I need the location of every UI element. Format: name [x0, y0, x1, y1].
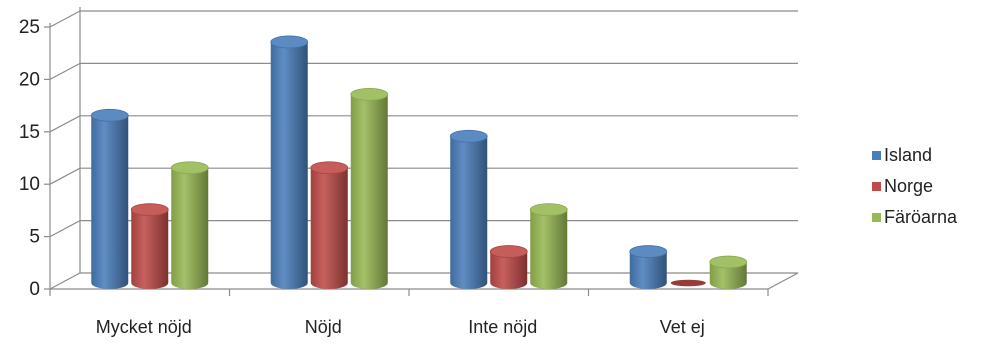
bar-top	[310, 161, 349, 175]
bar-flat	[670, 279, 706, 287]
y-tick-label: 5	[29, 227, 40, 248]
legend-swatch	[872, 213, 881, 222]
legend-entry: Island	[872, 145, 932, 165]
y-tick-label: 20	[19, 69, 40, 90]
bar-top	[350, 87, 389, 101]
bar	[310, 161, 349, 289]
bar	[670, 279, 706, 287]
legend-swatch	[872, 182, 881, 191]
chart-floor	[49, 272, 799, 290]
bar-body	[350, 94, 388, 289]
gridlines	[49, 10, 798, 238]
bar-body	[629, 251, 667, 289]
bar-top	[529, 203, 568, 217]
bar-body	[131, 209, 169, 289]
category-label: Vet ej	[660, 317, 705, 337]
gridline-side	[49, 10, 81, 28]
bar-body	[171, 167, 209, 289]
legend: Island Norge Färöarna	[872, 145, 958, 227]
y-tick-label: 0	[29, 279, 40, 300]
bar	[709, 255, 748, 289]
x-axis-categories: Mycket nöjd Nöjd Inte nöjd Vet ej	[49, 289, 769, 337]
category-label: Nöjd	[305, 317, 342, 337]
bar-body	[530, 209, 568, 289]
bar-top	[270, 35, 309, 49]
gridline-side	[49, 115, 81, 133]
bar	[270, 35, 309, 290]
legend-entry: Norge	[872, 176, 933, 196]
bar	[90, 108, 129, 289]
bar	[350, 87, 389, 289]
gridline-side	[49, 62, 81, 80]
legend-entry: Färöarna	[872, 207, 958, 227]
bar	[629, 245, 668, 289]
bar-top	[130, 203, 169, 217]
gridline-side	[49, 167, 81, 185]
y-tick-label: 15	[19, 122, 40, 143]
bar-top	[709, 255, 748, 269]
legend-label: Färöarna	[884, 207, 958, 227]
bar-body	[450, 136, 488, 289]
bar-top	[489, 245, 528, 258]
legend-label: Norge	[884, 176, 933, 196]
bar	[130, 203, 169, 289]
bar-top	[90, 108, 129, 122]
bars	[90, 35, 748, 290]
y-tick-label: 10	[19, 174, 40, 195]
y-axis-ticks: 0 5 10 15 20 25	[19, 17, 50, 300]
bar-body	[490, 251, 528, 289]
bar	[489, 245, 528, 289]
bar-top	[170, 161, 209, 175]
y-tick-label: 25	[19, 17, 40, 38]
bar-body	[91, 115, 129, 289]
legend-swatch	[872, 151, 881, 160]
bar-body	[310, 167, 348, 289]
legend-label: Island	[884, 145, 932, 165]
gridline-side	[49, 220, 81, 238]
bar-body	[709, 262, 747, 289]
chart-walls	[49, 7, 799, 290]
category-label: Inte nöjd	[468, 317, 537, 337]
bar	[170, 161, 209, 289]
bar-top	[449, 129, 488, 143]
category-label: Mycket nöjd	[96, 317, 192, 337]
bar-body	[270, 41, 308, 290]
bar	[529, 203, 568, 289]
bar-top	[629, 245, 668, 258]
bar	[449, 129, 488, 289]
